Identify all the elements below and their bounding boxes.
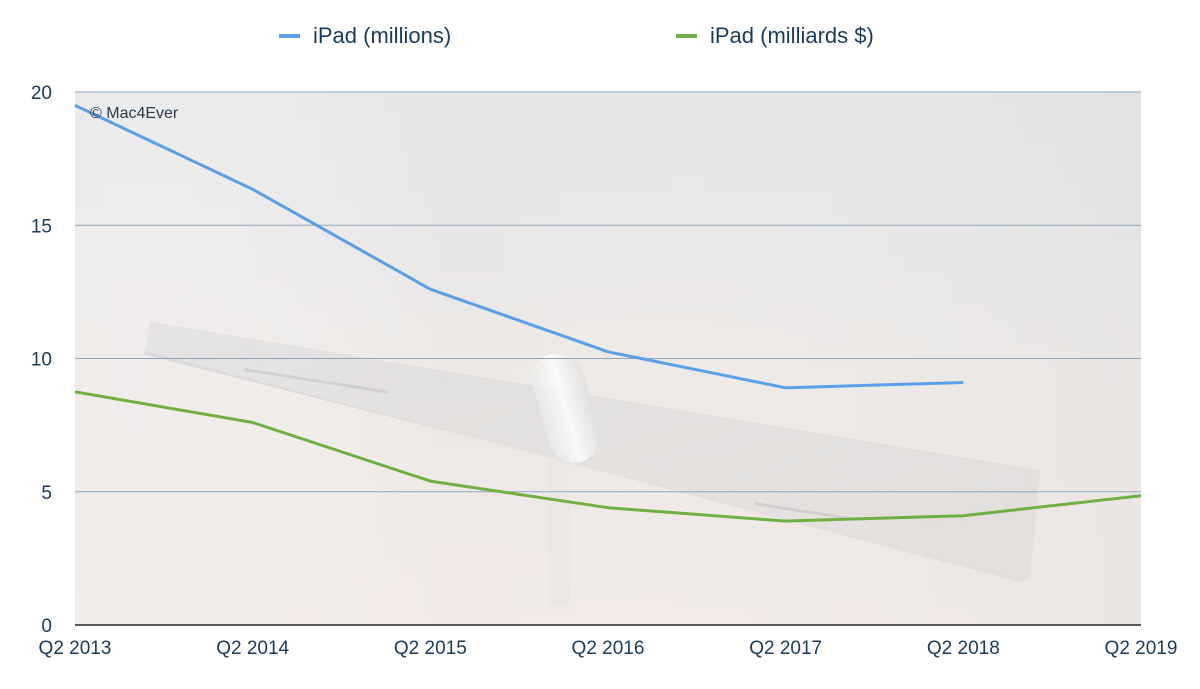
legend-item-0: iPad (millions) xyxy=(279,23,451,48)
watermark: © Mac4Ever xyxy=(90,105,179,122)
series-line-1 xyxy=(74,390,1142,523)
y-tick-label: 0 xyxy=(41,616,52,637)
background-photo xyxy=(142,322,1040,605)
y-tick-label: 15 xyxy=(31,216,52,237)
x-axis: Q2 2013 Q2 2014 Q2 2015 Q2 2016 Q2 2017 Q2 20… xyxy=(39,624,1178,659)
x-tick-label: Q2 2018 xyxy=(927,638,1000,659)
x-tick-label: Q2 2013 xyxy=(39,638,112,659)
y-tick-label: 5 xyxy=(41,483,52,504)
x-tick-label: Q2 2014 xyxy=(216,638,289,659)
series-layer xyxy=(74,103,1142,523)
x-tick-label: Q2 2017 xyxy=(749,638,822,659)
series-line-0 xyxy=(74,103,964,390)
x-tick-label: Q2 2019 xyxy=(1105,638,1178,659)
legend-item-1: iPad (milliards $) xyxy=(676,23,874,48)
legend: iPad (millions) iPad (milliards $) xyxy=(279,23,874,48)
x-tick-label: Q2 2015 xyxy=(394,638,467,659)
legend-label: iPad (milliards $) xyxy=(710,23,874,48)
x-tick-label: Q2 2016 xyxy=(572,638,645,659)
y-tick-label: 20 xyxy=(31,83,52,104)
legend-label: iPad (millions) xyxy=(313,23,451,48)
grid-lines xyxy=(75,91,1141,493)
y-axis: 0 5 10 15 20 xyxy=(31,83,52,637)
y-tick-label: 10 xyxy=(31,350,52,371)
